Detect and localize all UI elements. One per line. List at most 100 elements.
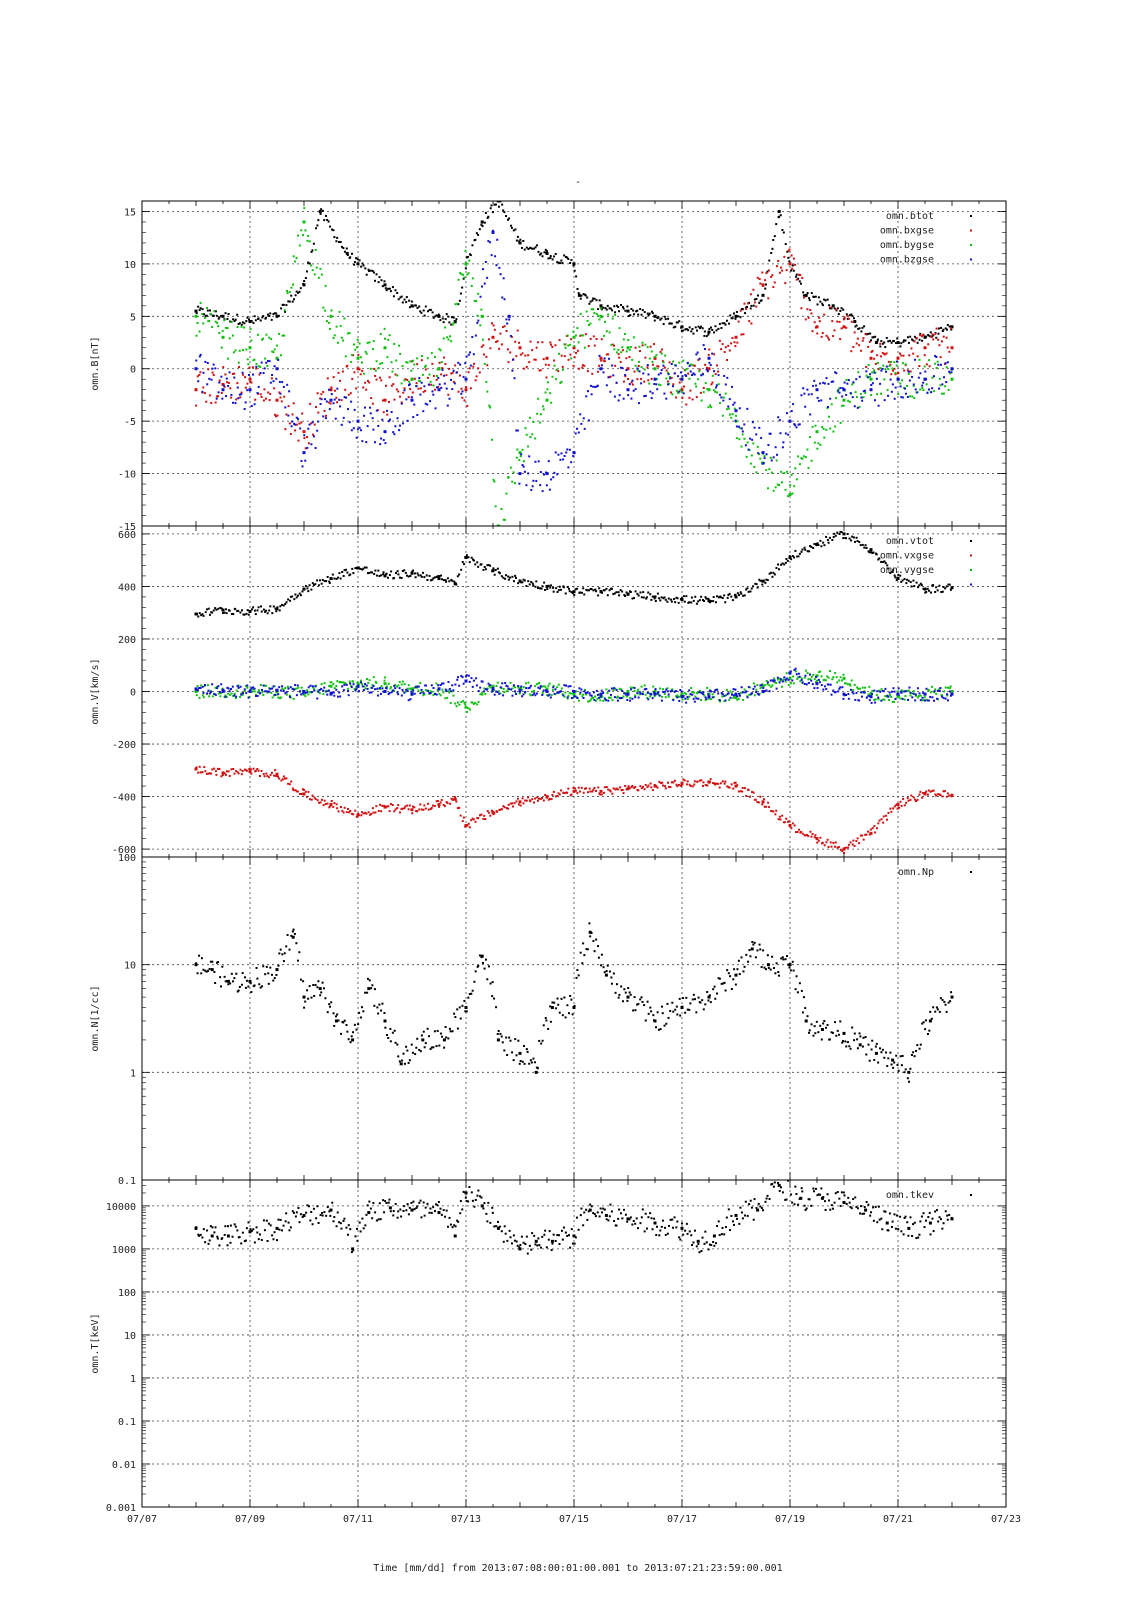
data-point xyxy=(252,606,255,609)
data-point xyxy=(207,772,210,775)
data-point xyxy=(731,693,734,696)
data-point xyxy=(248,318,251,321)
data-point xyxy=(262,372,265,375)
data-point xyxy=(328,408,331,411)
data-point xyxy=(362,264,365,267)
data-point xyxy=(903,690,906,693)
data-point xyxy=(871,349,874,352)
data-point xyxy=(637,789,640,792)
data-point xyxy=(533,247,536,250)
data-point xyxy=(302,995,306,999)
data-point xyxy=(357,812,360,815)
data-point xyxy=(492,567,495,570)
data-point xyxy=(584,333,587,336)
data-point xyxy=(449,690,452,693)
data-point xyxy=(841,387,844,390)
data-point xyxy=(522,578,525,581)
data-point xyxy=(517,803,520,806)
data-point xyxy=(720,691,723,694)
data-point xyxy=(359,373,362,376)
data-point xyxy=(920,584,923,587)
data-point xyxy=(717,596,720,599)
data-point xyxy=(423,365,426,368)
data-point xyxy=(298,422,301,425)
data-point xyxy=(753,465,756,468)
data-point xyxy=(205,314,208,317)
data-point xyxy=(383,280,386,283)
data-point xyxy=(573,695,576,698)
data-point xyxy=(270,377,273,380)
data-point xyxy=(241,609,244,612)
data-point xyxy=(716,364,719,367)
data-point xyxy=(519,804,522,807)
data-point xyxy=(522,802,525,805)
data-point xyxy=(556,473,559,476)
data-point xyxy=(634,696,637,699)
data-point xyxy=(707,330,711,334)
data-point xyxy=(763,457,766,460)
data-point xyxy=(911,375,914,378)
data-point xyxy=(623,692,626,695)
data-point xyxy=(617,591,620,594)
data-point xyxy=(659,384,662,387)
data-point xyxy=(626,388,630,392)
legend-label: omn.bygse xyxy=(880,240,934,251)
data-point xyxy=(314,248,317,251)
data-point xyxy=(839,530,842,533)
data-point xyxy=(711,328,714,331)
data-point xyxy=(563,343,566,346)
data-point xyxy=(390,361,393,364)
data-point xyxy=(628,787,631,790)
data-point xyxy=(403,691,406,694)
data-point xyxy=(663,392,666,395)
data-point xyxy=(504,681,507,684)
data-point xyxy=(897,341,900,344)
data-point xyxy=(200,684,203,687)
data-point xyxy=(285,691,288,694)
data-point xyxy=(743,594,746,597)
data-point xyxy=(356,338,359,341)
data-point xyxy=(506,218,509,221)
data-point xyxy=(873,825,876,828)
data-point xyxy=(810,679,813,682)
data-point xyxy=(567,685,570,688)
data-point xyxy=(486,564,489,567)
data-point xyxy=(549,257,552,260)
data-point xyxy=(649,390,652,393)
data-point xyxy=(419,803,422,806)
data-point xyxy=(682,778,685,781)
data-point xyxy=(306,689,309,692)
data-point xyxy=(398,687,401,690)
data-point xyxy=(916,798,919,801)
data-point xyxy=(265,333,268,336)
data-point xyxy=(240,325,243,328)
data-point xyxy=(264,609,267,612)
data-point xyxy=(899,690,902,693)
data-point xyxy=(545,472,549,476)
data-point xyxy=(294,260,297,263)
data-point xyxy=(236,386,239,389)
data-point xyxy=(890,690,893,693)
data-point xyxy=(383,574,387,578)
data-point xyxy=(358,259,361,262)
data-point xyxy=(432,577,435,580)
data-point xyxy=(640,366,643,369)
data-point xyxy=(359,679,362,682)
data-point xyxy=(651,392,654,395)
data-point xyxy=(394,687,397,690)
data-point xyxy=(613,395,616,398)
data-point xyxy=(420,688,423,691)
data-point xyxy=(737,697,740,700)
data-point xyxy=(509,576,512,579)
data-point xyxy=(281,303,284,306)
data-point xyxy=(791,264,794,267)
data-point xyxy=(637,313,640,316)
data-point xyxy=(857,371,860,374)
data-point xyxy=(339,405,342,408)
data-point xyxy=(576,327,579,330)
data-point xyxy=(669,391,672,394)
data-point xyxy=(733,781,736,784)
data-point xyxy=(381,804,384,807)
data-point xyxy=(417,685,420,688)
data-point xyxy=(784,561,787,564)
